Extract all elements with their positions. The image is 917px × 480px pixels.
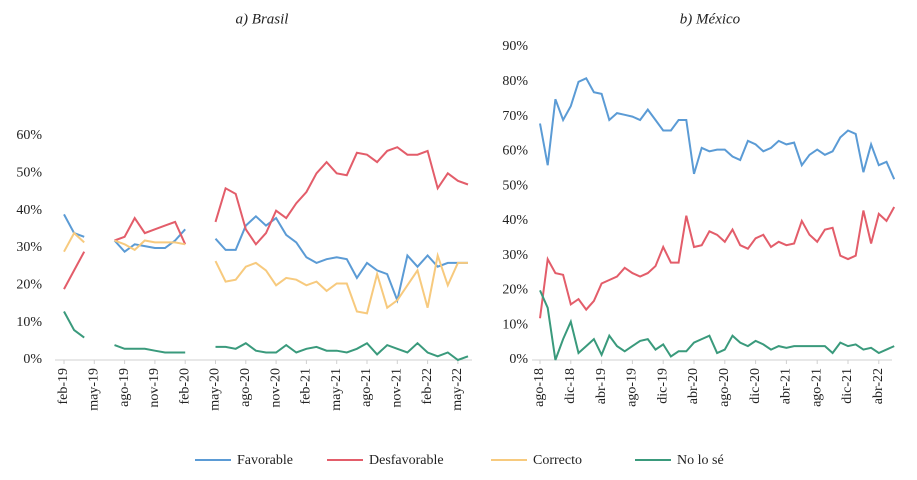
y-tick-label: 20% bbox=[502, 283, 528, 298]
x-tick-label: ago-20 bbox=[238, 368, 253, 407]
x-tick-label: dic-18 bbox=[563, 368, 578, 404]
series-line bbox=[214, 214, 468, 304]
x-tick-label: feb-20 bbox=[177, 368, 192, 405]
y-tick-label: 20% bbox=[16, 278, 42, 293]
x-tick-label: dic-21 bbox=[840, 368, 855, 404]
x-tick-label: ago-18 bbox=[532, 368, 547, 407]
x-tick-label: ago-19 bbox=[117, 368, 132, 407]
x-tick-label: nov-20 bbox=[268, 368, 283, 408]
y-tick-label: 40% bbox=[502, 213, 528, 228]
y-tick-label: 0% bbox=[509, 352, 528, 367]
x-tick-label: abr-21 bbox=[779, 368, 794, 404]
y-tick-label: 50% bbox=[502, 178, 528, 193]
series-line bbox=[114, 216, 187, 245]
y-tick-label: 50% bbox=[16, 166, 42, 181]
series-line bbox=[214, 251, 468, 315]
y-tick-label: 60% bbox=[16, 128, 42, 143]
legend-label: Favorable bbox=[237, 453, 293, 468]
y-tick-label: 30% bbox=[16, 240, 42, 255]
series-line bbox=[215, 341, 469, 362]
x-tick-label: feb-22 bbox=[420, 368, 435, 405]
chart-title: b) México bbox=[680, 11, 741, 27]
y-tick-label: 90% bbox=[502, 39, 528, 54]
x-tick-label: ago-20 bbox=[717, 368, 732, 407]
x-tick-label: abr-22 bbox=[871, 368, 886, 404]
x-tick-label: may-21 bbox=[329, 368, 344, 411]
x-tick-label: feb-21 bbox=[299, 368, 314, 405]
x-tick-label: ago-21 bbox=[809, 368, 824, 407]
x-tick-label: ago-19 bbox=[625, 368, 640, 407]
series-line bbox=[214, 146, 469, 246]
y-tick-label: 40% bbox=[16, 203, 42, 218]
series-line bbox=[63, 231, 85, 253]
x-tick-label: nov-19 bbox=[147, 368, 162, 408]
y-tick-label: 60% bbox=[502, 144, 528, 159]
x-tick-label: abr-20 bbox=[686, 368, 701, 404]
x-tick-label: abr-19 bbox=[594, 368, 609, 404]
y-tick-label: 10% bbox=[16, 315, 42, 330]
chart-title: a) Brasil bbox=[236, 11, 289, 27]
series-line bbox=[539, 289, 895, 361]
y-tick-label: 30% bbox=[502, 248, 528, 263]
legend-label: Desfavorable bbox=[369, 453, 444, 468]
legend-label: No lo sé bbox=[677, 453, 724, 468]
x-tick-label: dic-19 bbox=[655, 368, 670, 404]
y-tick-label: 10% bbox=[502, 317, 528, 332]
series-line bbox=[539, 206, 896, 319]
y-tick-label: 70% bbox=[502, 109, 528, 124]
y-tick-label: 0% bbox=[23, 352, 42, 367]
series-line bbox=[63, 251, 86, 290]
y-tick-label: 80% bbox=[502, 74, 528, 89]
series-line bbox=[114, 344, 186, 354]
series-line bbox=[63, 311, 85, 339]
x-tick-label: dic-20 bbox=[748, 368, 763, 404]
x-tick-label: may-22 bbox=[450, 368, 465, 411]
x-tick-label: may-20 bbox=[208, 368, 223, 411]
x-tick-label: feb-19 bbox=[56, 368, 71, 405]
series-line bbox=[539, 77, 896, 180]
series-line bbox=[114, 239, 186, 252]
x-tick-label: ago-21 bbox=[359, 368, 374, 407]
x-tick-label: nov-21 bbox=[390, 368, 405, 408]
legend-label: Correcto bbox=[533, 453, 582, 468]
x-tick-label: may-19 bbox=[87, 368, 102, 411]
